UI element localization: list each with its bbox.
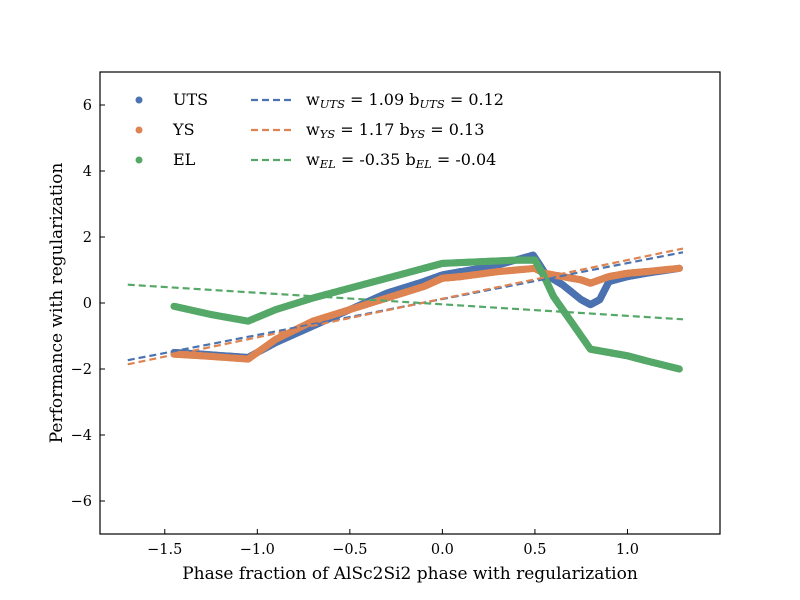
legend-marker-el xyxy=(135,156,143,164)
x-tick-label: −0.5 xyxy=(332,542,367,558)
x-axis-label: Phase fraction of AlSc2Si2 phase with re… xyxy=(182,564,638,584)
legend-fit-label-uts: wUTS = 1.09 bUTS = 0.12 xyxy=(306,90,504,111)
y-tick-label: −2 xyxy=(71,362,92,378)
series-ys xyxy=(170,264,683,363)
x-axis-ticks: −1.5 −1.0 −0.5 0.0 0.5 1.0 xyxy=(147,529,639,558)
legend-label-uts: UTS xyxy=(173,90,208,109)
series-el xyxy=(170,256,683,373)
legend-marker-uts xyxy=(135,96,143,104)
y-tick-label: −6 xyxy=(71,494,92,510)
data-point-el xyxy=(675,365,683,373)
x-tick-label: 1.0 xyxy=(616,542,639,558)
legend-fit-label-ys: wYS = 1.17 bYS = 0.13 xyxy=(306,120,484,141)
y-axis-label: Performance with regularization xyxy=(47,163,67,444)
plot-marks xyxy=(127,247,684,373)
y-tick-label: 0 xyxy=(83,296,92,312)
legend-marker-ys xyxy=(135,126,143,134)
fit-line-ys xyxy=(127,247,684,366)
x-tick-label: 0.0 xyxy=(431,542,454,558)
legend: UTS YS EL wUTS = 1.09 bUTS = 0.12 wYS = 1.17… xyxy=(135,90,504,171)
data-point-ys xyxy=(675,264,683,272)
legend-label-ys: YS xyxy=(172,120,195,139)
y-axis-ticks: −6 −4 −2 0 2 4 6 xyxy=(71,98,105,510)
fit-line-el xyxy=(127,283,684,321)
y-tick-label: −4 xyxy=(71,428,92,444)
fit-line-uts xyxy=(127,251,684,362)
x-tick-label: 0.5 xyxy=(523,542,546,558)
x-tick-label: −1.5 xyxy=(147,542,182,558)
legend-label-el: EL xyxy=(173,150,196,169)
y-tick-label: 2 xyxy=(83,230,92,246)
legend-fit-label-el: wEL = -0.35 bEL = -0.04 xyxy=(306,150,496,171)
y-tick-label: 4 xyxy=(83,164,92,180)
plot-frame xyxy=(99,71,721,535)
y-tick-label: 6 xyxy=(83,98,92,114)
x-tick-label: −1.0 xyxy=(240,542,275,558)
